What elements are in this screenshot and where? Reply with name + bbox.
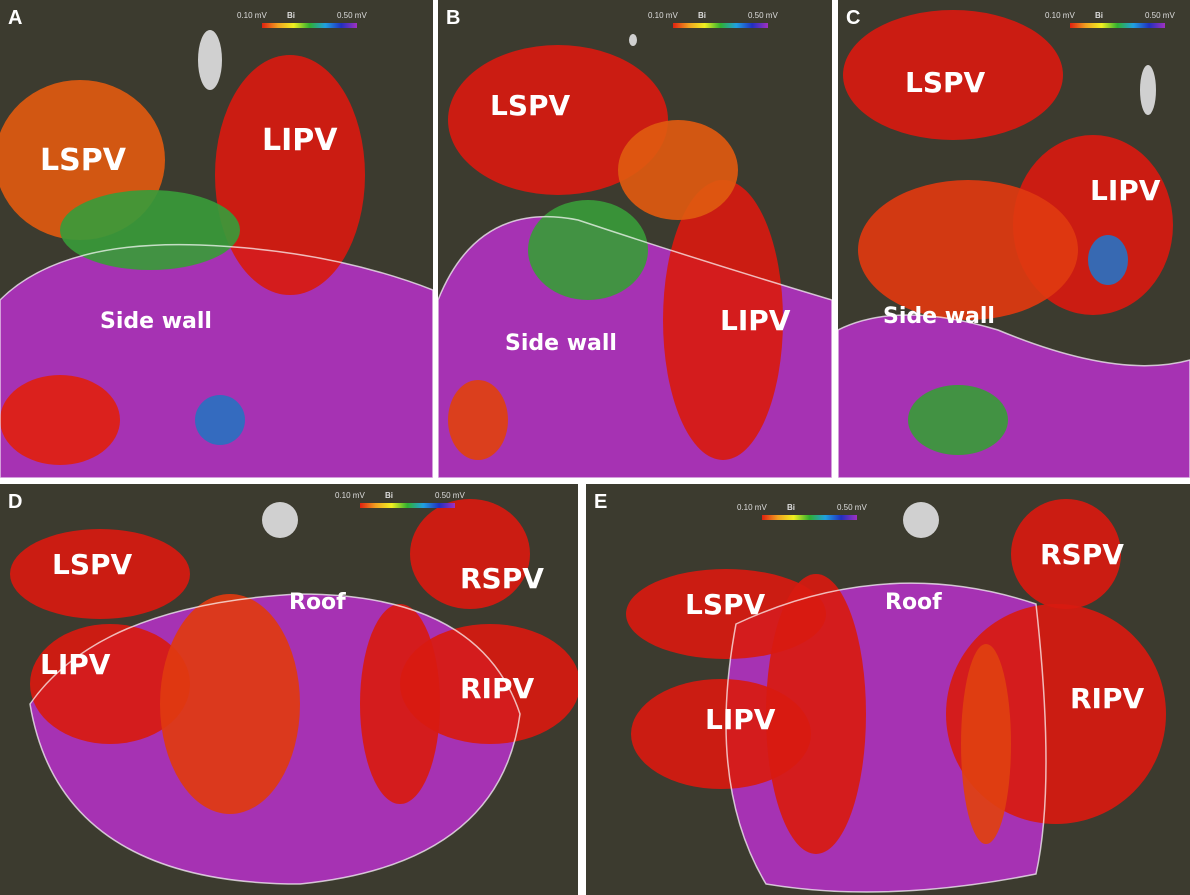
scale-name: Bi xyxy=(787,503,795,512)
region-label: LSPV xyxy=(52,548,133,581)
scale-min: 0.10 mV xyxy=(1045,11,1075,20)
voltage-region xyxy=(961,644,1011,844)
figure: A 0.10 mV Bi 0.50 mV LSPV LIPV Side wall B 0.10 … xyxy=(0,0,1190,895)
scale-name: Bi xyxy=(1095,11,1103,20)
scale-min: 0.10 mV xyxy=(237,11,267,20)
scale-bar xyxy=(762,515,857,520)
catheter-icon xyxy=(629,34,637,46)
region-label: Roof xyxy=(289,590,346,615)
voltage-region xyxy=(1088,235,1128,285)
voltage-region xyxy=(528,200,648,300)
region-label: Side wall xyxy=(505,331,617,356)
map-panel: E 0.10 mV Bi 0.50 mV LSPV LIPV Roof RSPV RIPV xyxy=(586,484,1190,895)
region-label: Side wall xyxy=(883,304,995,329)
scale-bar xyxy=(262,23,357,28)
region-label: LIPV xyxy=(1090,174,1161,207)
panel-letter: D xyxy=(8,491,22,513)
region-label: LIPV xyxy=(262,123,338,158)
region-label: LSPV xyxy=(40,143,127,178)
voltage-region xyxy=(908,385,1008,455)
region-label: LSPV xyxy=(490,89,571,122)
region-label: RIPV xyxy=(460,672,535,705)
panel-letter: A xyxy=(8,7,22,29)
scale-bar xyxy=(1070,23,1165,28)
scale-max: 0.50 mV xyxy=(748,11,778,20)
map-panel: B 0.10 mV Bi 0.50 mV LSPV LIPV Side wall xyxy=(438,0,832,478)
region-label: LIPV xyxy=(705,703,776,736)
scale-max: 0.50 mV xyxy=(337,11,367,20)
voltage-region xyxy=(618,120,738,220)
region-label: RSPV xyxy=(460,562,544,595)
scale-max: 0.50 mV xyxy=(1145,11,1175,20)
catheter-icon xyxy=(1140,65,1156,115)
map-panel: A 0.10 mV Bi 0.50 mV LSPV LIPV Side wall xyxy=(0,0,433,478)
scale-bar xyxy=(360,503,455,508)
scale-bar xyxy=(673,23,768,28)
scale-min: 0.10 mV xyxy=(648,11,678,20)
atrium-body xyxy=(838,315,1190,478)
catheter-icon xyxy=(198,30,222,90)
catheter-icon xyxy=(262,502,298,538)
region-label: LIPV xyxy=(720,304,791,337)
map-panel: C 0.10 mV Bi 0.50 mV LSPV LIPV Side wall xyxy=(838,0,1190,478)
panel-letter: E xyxy=(594,491,607,513)
catheter-icon xyxy=(903,502,939,538)
region-label: LSPV xyxy=(905,66,986,99)
voltage-region xyxy=(360,604,440,804)
voltage-region xyxy=(858,180,1078,320)
voltage-region xyxy=(160,594,300,814)
voltage-region xyxy=(60,190,240,270)
voltage-region xyxy=(766,574,866,854)
scale-max: 0.50 mV xyxy=(837,503,867,512)
scale-name: Bi xyxy=(287,11,295,20)
scale-min: 0.10 mV xyxy=(335,491,365,500)
scale-name: Bi xyxy=(698,11,706,20)
scale-max: 0.50 mV xyxy=(435,491,465,500)
region-label: Roof xyxy=(885,590,942,615)
scale-min: 0.10 mV xyxy=(737,503,767,512)
voltage-region xyxy=(195,395,245,445)
region-label: Side wall xyxy=(100,309,212,334)
voltage-region xyxy=(215,55,365,295)
voltage-region xyxy=(448,380,508,460)
voltage-region xyxy=(0,375,120,465)
panel-letter: B xyxy=(446,7,460,29)
region-label: RSPV xyxy=(1040,538,1124,571)
region-label: LIPV xyxy=(40,648,111,681)
region-label: LSPV xyxy=(685,588,766,621)
map-panel: D 0.10 mV Bi 0.50 mV LSPV LIPV Roof RSPV RIPV xyxy=(0,484,578,895)
region-label: RIPV xyxy=(1070,682,1145,715)
panel-letter: C xyxy=(846,7,860,29)
scale-name: Bi xyxy=(385,491,393,500)
